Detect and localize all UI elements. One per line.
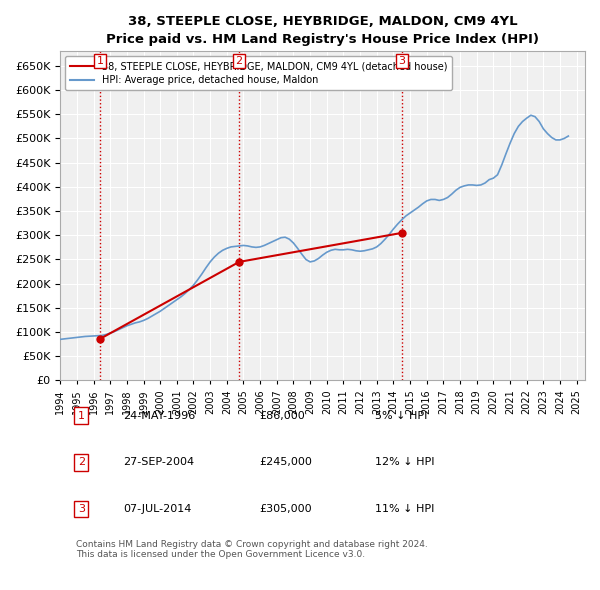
Text: 12% ↓ HPI: 12% ↓ HPI [375, 457, 434, 467]
Text: £245,000: £245,000 [260, 457, 313, 467]
Title: 38, STEEPLE CLOSE, HEYBRIDGE, MALDON, CM9 4YL
Price paid vs. HM Land Registry's : 38, STEEPLE CLOSE, HEYBRIDGE, MALDON, CM… [106, 15, 539, 46]
Text: 07-JUL-2014: 07-JUL-2014 [123, 504, 191, 514]
Text: 1: 1 [78, 411, 85, 421]
Text: 3: 3 [78, 504, 85, 514]
Text: 1: 1 [97, 56, 104, 66]
Text: 27-SEP-2004: 27-SEP-2004 [123, 457, 194, 467]
Text: 11% ↓ HPI: 11% ↓ HPI [375, 504, 434, 514]
Text: £86,000: £86,000 [260, 411, 305, 421]
Legend: 38, STEEPLE CLOSE, HEYBRIDGE, MALDON, CM9 4YL (detached house), HPI: Average pri: 38, STEEPLE CLOSE, HEYBRIDGE, MALDON, CM… [65, 56, 452, 90]
Text: 2: 2 [236, 56, 243, 66]
Text: 3: 3 [398, 56, 406, 66]
Text: 24-MAY-1996: 24-MAY-1996 [123, 411, 196, 421]
Text: Contains HM Land Registry data © Crown copyright and database right 2024.
This d: Contains HM Land Registry data © Crown c… [76, 540, 428, 559]
Text: £305,000: £305,000 [260, 504, 312, 514]
Text: 5% ↓ HPI: 5% ↓ HPI [375, 411, 427, 421]
Text: 2: 2 [77, 457, 85, 467]
